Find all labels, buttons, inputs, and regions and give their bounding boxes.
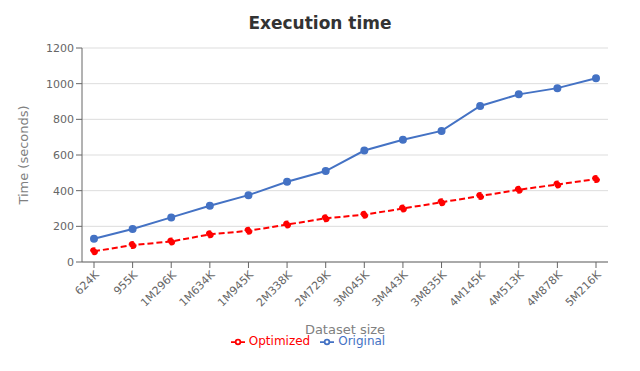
svg-text:4M145K: 4M145K [447,268,488,309]
svg-text:0: 0 [67,256,74,269]
html-text:Execution time: Execution time [248,13,392,33]
svg-text:400: 400 [53,185,74,198]
svg-text:1M296K: 1M296K [138,268,179,309]
svg-text:600: 600 [53,149,74,162]
svg-text:1200: 1200 [46,42,74,55]
svg-text:3M443K: 3M443K [370,268,411,309]
svg-text:624K: 624K [72,268,102,298]
svg-text:2M729K: 2M729K [293,268,334,309]
svg-text:5M216K: 5M216K [563,268,604,309]
svg-text:800: 800 [53,113,74,126]
svg-text:1M634K: 1M634K [177,268,218,309]
svg-text:955K: 955K [111,268,141,298]
svg-text:4M513K: 4M513K [486,268,527,309]
html-text:Optimized: Optimized [248,334,311,348]
svg-text:200: 200 [53,220,74,233]
svg-text:Dataset size: Dataset size [305,322,385,337]
svg-text:2M338K: 2M338K [254,268,295,309]
svg-text:4M878K: 4M878K [524,268,565,309]
svg-text:1000: 1000 [46,78,74,91]
svg-text:Time (seconds): Time (seconds) [16,105,31,205]
html-text:Original: Original [338,334,386,348]
svg-text:3M835K: 3M835K [408,268,449,309]
svg-text:1M945K: 1M945K [215,268,256,309]
svg-text:3M045K: 3M045K [331,268,372,309]
